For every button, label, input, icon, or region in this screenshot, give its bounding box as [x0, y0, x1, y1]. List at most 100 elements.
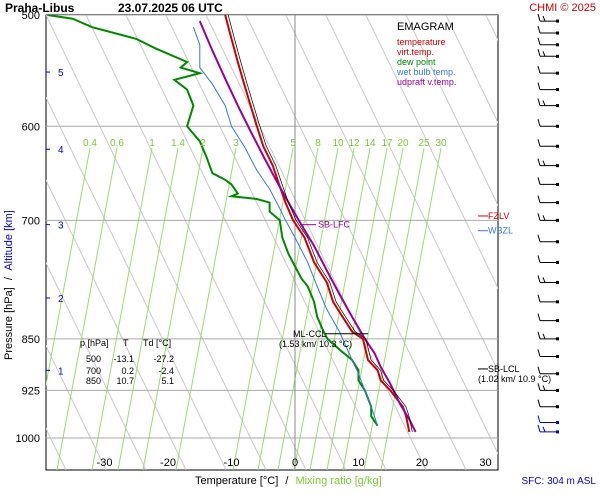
fzlv-label: FZLV [488, 211, 509, 221]
mixing-ratio-line [117, 147, 179, 470]
dry-adiabat-line [485, 15, 498, 41]
dry-adiabat-line [325, 15, 498, 372]
mixing-ratio-label: 20 [397, 138, 409, 149]
wind-barb-base [556, 71, 559, 75]
wind-barb-base [556, 218, 559, 222]
grid-layer [46, 15, 498, 470]
mixing-ratio-label: 14 [364, 138, 376, 149]
wind-barb-feather [537, 37, 541, 45]
wind-barb-feather [537, 25, 541, 34]
mixing-ratio-label: 0.4 [83, 138, 97, 149]
wind-barb-base [556, 355, 559, 359]
mixing-ratio-line [257, 147, 319, 470]
wind-barbs [537, 13, 559, 434]
ml-ccl-label: ML-CCL [293, 329, 327, 339]
series-virtual-temperature [227, 15, 413, 432]
wind-barb-base [556, 31, 559, 35]
table-header-t: T [123, 338, 129, 348]
datetime-title: 23.07.2025 06 UTC [118, 1, 223, 15]
mixing-ratio-label: 2 [200, 138, 206, 149]
wind-barb-feather [537, 13, 541, 22]
dry-adiabat-line [165, 15, 387, 470]
wind-barb-base [556, 372, 559, 376]
wind-barb-feather [537, 313, 541, 321]
wind-barb-base [556, 88, 559, 92]
wind-barb-feather [537, 331, 541, 339]
mixing-ratio-label: 17 [381, 138, 393, 149]
mixing-ratio-label: 25 [418, 138, 430, 149]
mixing-ratio-label: 0.6 [110, 138, 124, 149]
mixing-ratio-line [326, 147, 388, 470]
wind-barb-feather [542, 100, 546, 106]
xlabel-separator: / [285, 475, 289, 487]
mixing-ratio-label: 10 [332, 138, 344, 149]
pressure-tick-label: 600 [22, 121, 40, 133]
wind-barb-feather [537, 415, 541, 423]
temperature-tick-label: 0 [292, 457, 298, 469]
wind-barb-feather [537, 424, 541, 433]
mixing-ratio-line [293, 147, 355, 470]
mixing-ratio-label: 5 [290, 138, 296, 149]
pressure-tick-label: 925 [22, 385, 40, 397]
sb-lcl-detail: (1.02 km/ 10.9 °C) [478, 374, 551, 384]
wind-barb-base [556, 300, 559, 304]
dry-adiabat-line [205, 15, 427, 470]
dry-adiabat-line [46, 344, 107, 470]
table-cell: 850 [86, 376, 101, 386]
wind-barb-feather [537, 383, 541, 391]
dry-adiabat-line [245, 15, 467, 470]
legend-virt-temp: virt.temp. [397, 47, 434, 57]
temperature-tick-label: 20 [416, 457, 428, 469]
mixing-ratio-line [142, 147, 204, 470]
dry-adiabat-line [365, 15, 498, 290]
wind-barb-feather [537, 195, 541, 203]
table-cell: 5.1 [161, 376, 174, 386]
series-wet-bulb-temp- [192, 26, 379, 426]
ylabel-separator: / [3, 276, 15, 280]
altitude-tick-label: 1 [58, 366, 64, 377]
wind-barb-base [556, 54, 559, 58]
wind-barb-feather [542, 333, 546, 340]
xlabel-mixing: Mixing ratio [g/kg] [295, 475, 381, 487]
wind-barb-base [556, 280, 559, 284]
mixing-ratio-line [342, 147, 404, 470]
mixing-ratio-line [232, 147, 294, 470]
wind-barb-feather [537, 349, 541, 357]
wind-barb-feather [537, 275, 541, 283]
wind-barb-base [556, 388, 559, 392]
altitude-tick-label: 5 [58, 68, 64, 79]
wind-barb-feather [537, 234, 541, 242]
wind-barb-base [556, 260, 559, 264]
dry-adiabat-line [125, 15, 347, 470]
wind-barb-feather [537, 294, 541, 302]
station-title: Praha-Libus [5, 1, 75, 15]
credit: CHMI © 2025 [529, 2, 596, 14]
mixing-ratio-label: 1 [149, 138, 155, 149]
temperature-tick-label: -20 [160, 457, 176, 469]
table-cell: 500 [86, 354, 101, 364]
dry-adiabat-line [46, 96, 227, 470]
wind-barb-feather [537, 49, 541, 57]
wind-barb-base [556, 182, 559, 186]
series-udpraft-v-temp- [198, 20, 417, 433]
table-cell: -2.4 [158, 366, 174, 376]
wind-barb-feather [537, 158, 541, 166]
altitude-tick-label: 2 [58, 294, 64, 305]
temperature-tick-label: -10 [224, 457, 240, 469]
legend-dew-point: dew point [397, 57, 436, 67]
table-cell: 0.2 [121, 366, 134, 376]
series-dew-point [47, 15, 379, 427]
dry-adiabat-line [285, 15, 498, 455]
wind-barb-base [556, 337, 559, 341]
table-cell: -27.2 [153, 354, 174, 364]
mixing-ratio-line [309, 147, 371, 470]
wind-barb-feather [542, 277, 546, 283]
dry-adiabat-line [445, 15, 498, 124]
wind-barb-feather [542, 51, 546, 57]
wind-barb-base [556, 201, 559, 205]
series-temperature [224, 15, 411, 433]
dry-adiabat-line [405, 15, 498, 207]
wind-barb-feather [537, 177, 541, 185]
wind-barb-feather [537, 213, 541, 221]
